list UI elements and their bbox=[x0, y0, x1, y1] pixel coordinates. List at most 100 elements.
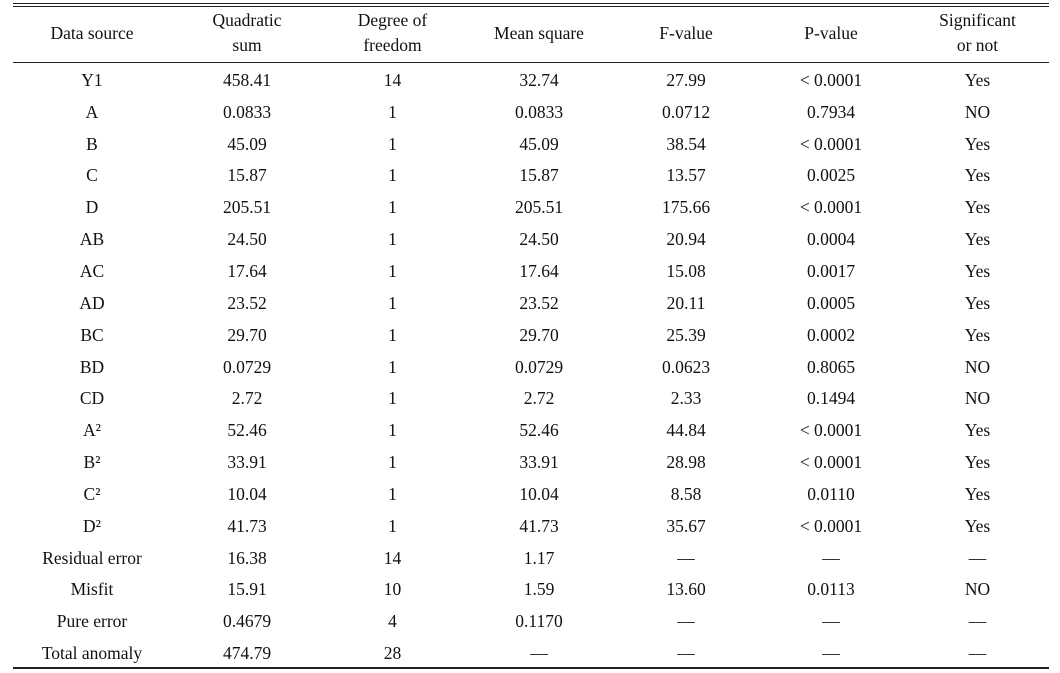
cell-mean-square: 0.1170 bbox=[515, 611, 563, 632]
cell-degree-of-freedom: 1 bbox=[388, 101, 397, 122]
header-line: sum bbox=[232, 35, 262, 55]
table-body: Y1 458.41 14 32.74 27.99 < 0.0001 Yes A 0.0833 1 0… bbox=[13, 62, 1049, 669]
header-line: P-value bbox=[804, 22, 858, 43]
cell-quadratic-sum: 15.91 bbox=[227, 579, 267, 600]
header-quadratic-sum: Quadratic sum bbox=[171, 4, 323, 62]
cell-significant: — bbox=[968, 611, 987, 632]
table-row: D² 41.73 1 41.73 35.67 < 0.0001 Yes bbox=[13, 510, 1049, 542]
cell-mean-square: 24.50 bbox=[519, 229, 559, 250]
cell-mean-square: 45.09 bbox=[519, 133, 559, 154]
cell-p-value: < 0.0001 bbox=[799, 197, 863, 218]
cell-f-value: — bbox=[677, 611, 695, 632]
cell-significant: Yes bbox=[964, 197, 991, 218]
cell-degree-of-freedom: 14 bbox=[383, 69, 402, 90]
cell-p-value: — bbox=[822, 547, 840, 568]
header-mean-square: Mean square bbox=[462, 4, 616, 62]
cell-f-value: 13.57 bbox=[666, 165, 706, 186]
header-f-value: F-value bbox=[616, 4, 756, 62]
cell-degree-of-freedom: 1 bbox=[388, 197, 397, 218]
cell-quadratic-sum: 458.41 bbox=[222, 69, 272, 90]
table-row: CD 2.72 1 2.72 2.33 0.1494 NO bbox=[13, 382, 1049, 414]
cell-quadratic-sum: 2.72 bbox=[231, 388, 263, 409]
cell-mean-square: 23.52 bbox=[519, 292, 559, 313]
cell-degree-of-freedom: 1 bbox=[388, 324, 397, 345]
cell-degree-of-freedom: 1 bbox=[388, 133, 397, 154]
cell-mean-square: 33.91 bbox=[519, 452, 559, 473]
cell-quadratic-sum: 0.0729 bbox=[222, 356, 272, 377]
cell-f-value: — bbox=[677, 643, 695, 664]
cell-p-value: 0.0025 bbox=[806, 165, 856, 186]
cell-degree-of-freedom: 28 bbox=[383, 643, 402, 664]
cell-significant: NO bbox=[964, 388, 991, 409]
bottom-rule bbox=[13, 667, 1049, 669]
table-row: BD 0.0729 1 0.0729 0.0623 0.8065 NO bbox=[13, 351, 1049, 383]
cell-quadratic-sum: 41.73 bbox=[227, 515, 267, 536]
table-row: Y1 458.41 14 32.74 27.99 < 0.0001 Yes bbox=[13, 62, 1049, 96]
cell-quadratic-sum: 24.50 bbox=[227, 229, 267, 250]
cell-data-source: D bbox=[85, 197, 99, 218]
cell-mean-square: 1.59 bbox=[523, 579, 555, 600]
cell-mean-square: 0.0833 bbox=[514, 101, 564, 122]
header-row: Data source Quadratic sum Degree of freedom M… bbox=[13, 4, 1049, 62]
header-line: Data source bbox=[50, 22, 134, 43]
header-line: freedom bbox=[363, 35, 422, 55]
cell-data-source: CD bbox=[79, 388, 105, 409]
cell-significant: NO bbox=[964, 356, 991, 377]
cell-f-value: 27.99 bbox=[666, 69, 706, 90]
cell-p-value: 0.0017 bbox=[806, 260, 856, 281]
cell-f-value: 13.60 bbox=[666, 579, 706, 600]
cell-degree-of-freedom: 1 bbox=[388, 356, 397, 377]
cell-data-source: D² bbox=[83, 515, 101, 536]
cell-p-value: — bbox=[822, 643, 840, 664]
cell-degree-of-freedom: 1 bbox=[388, 515, 397, 536]
cell-p-value: 0.0002 bbox=[806, 324, 856, 345]
cell-f-value: 15.08 bbox=[666, 260, 706, 281]
cell-p-value: < 0.0001 bbox=[799, 515, 863, 536]
cell-f-value: 44.84 bbox=[666, 420, 706, 441]
cell-mean-square: 2.72 bbox=[523, 388, 555, 409]
cell-quadratic-sum: 23.52 bbox=[227, 292, 267, 313]
header-line: Significant bbox=[939, 10, 1016, 30]
cell-mean-square: 0.0729 bbox=[514, 356, 564, 377]
cell-p-value: < 0.0001 bbox=[799, 420, 863, 441]
cell-degree-of-freedom: 1 bbox=[388, 260, 397, 281]
cell-significant: Yes bbox=[964, 260, 991, 281]
cell-significant: Yes bbox=[964, 165, 991, 186]
cell-f-value: 175.66 bbox=[661, 197, 711, 218]
cell-mean-square: 29.70 bbox=[519, 324, 559, 345]
table-row: Misfit 15.91 10 1.59 13.60 0.0113 NO bbox=[13, 574, 1049, 606]
top-rule-inner bbox=[13, 6, 1049, 7]
cell-significant: Yes bbox=[964, 69, 991, 90]
table-row: Pure error 0.4679 4 0.1170 — — — bbox=[13, 605, 1049, 637]
cell-quadratic-sum: 17.64 bbox=[227, 260, 267, 281]
cell-degree-of-freedom: 10 bbox=[383, 579, 402, 600]
header-line: or not bbox=[956, 35, 999, 55]
cell-quadratic-sum: 205.51 bbox=[222, 197, 272, 218]
top-rule-outer bbox=[13, 3, 1049, 4]
cell-data-source: Pure error bbox=[56, 611, 128, 632]
table-row: BC 29.70 1 29.70 25.39 0.0002 Yes bbox=[13, 319, 1049, 351]
header-rule bbox=[13, 62, 1049, 63]
cell-quadratic-sum: 0.0833 bbox=[222, 101, 272, 122]
table-row: C² 10.04 1 10.04 8.58 0.0110 Yes bbox=[13, 478, 1049, 510]
header-significant: Significant or not bbox=[906, 4, 1049, 62]
cell-data-source: A bbox=[85, 101, 99, 122]
header-line: F-value bbox=[659, 22, 713, 43]
cell-mean-square: 32.74 bbox=[519, 69, 559, 90]
cell-degree-of-freedom: 14 bbox=[383, 547, 402, 568]
cell-p-value: 0.8065 bbox=[806, 356, 856, 377]
cell-p-value: 0.1494 bbox=[806, 388, 856, 409]
cell-significant: NO bbox=[964, 579, 991, 600]
cell-degree-of-freedom: 1 bbox=[388, 483, 397, 504]
cell-quadratic-sum: 16.38 bbox=[227, 547, 267, 568]
cell-data-source: A² bbox=[83, 420, 101, 441]
cell-f-value: 28.98 bbox=[666, 452, 706, 473]
cell-quadratic-sum: 45.09 bbox=[227, 133, 267, 154]
cell-f-value: 20.94 bbox=[666, 229, 706, 250]
table-row: B² 33.91 1 33.91 28.98 < 0.0001 Yes bbox=[13, 446, 1049, 478]
cell-mean-square: 15.87 bbox=[519, 165, 559, 186]
cell-degree-of-freedom: 1 bbox=[388, 165, 397, 186]
cell-data-source: AB bbox=[79, 229, 105, 250]
cell-significant: Yes bbox=[964, 515, 991, 536]
